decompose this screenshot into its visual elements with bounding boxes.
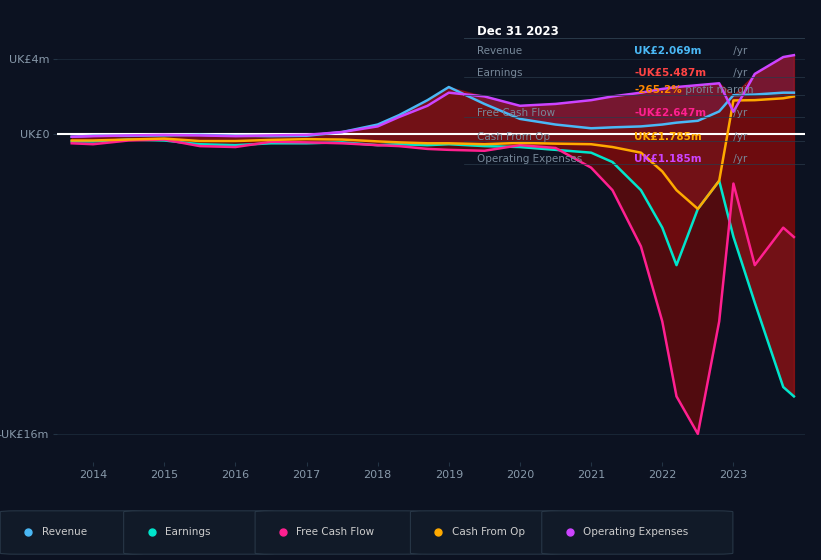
Text: Revenue: Revenue [478, 45, 523, 55]
Text: -265.2%: -265.2% [635, 86, 682, 95]
FancyBboxPatch shape [542, 511, 733, 554]
Text: Operating Expenses: Operating Expenses [583, 527, 689, 537]
Text: Earnings: Earnings [165, 527, 211, 537]
Text: profit margin: profit margin [682, 86, 754, 95]
FancyBboxPatch shape [0, 511, 144, 554]
Text: Cash From Op: Cash From Op [452, 527, 525, 537]
Text: UK£1.185m: UK£1.185m [635, 154, 702, 164]
Text: Cash From Op: Cash From Op [478, 132, 551, 142]
Text: Operating Expenses: Operating Expenses [478, 154, 583, 164]
Text: UK£2.069m: UK£2.069m [635, 45, 702, 55]
Text: Free Cash Flow: Free Cash Flow [478, 108, 556, 118]
Text: -UK£2.647m: -UK£2.647m [635, 108, 706, 118]
Text: /yr: /yr [730, 154, 747, 164]
Text: /yr: /yr [730, 108, 747, 118]
Text: /yr: /yr [730, 68, 747, 78]
Text: Revenue: Revenue [42, 527, 87, 537]
Text: /yr: /yr [730, 132, 747, 142]
Text: Free Cash Flow: Free Cash Flow [296, 527, 374, 537]
Text: Dec 31 2023: Dec 31 2023 [478, 25, 559, 38]
Text: /yr: /yr [730, 45, 747, 55]
FancyBboxPatch shape [124, 511, 275, 554]
Text: Earnings: Earnings [478, 68, 523, 78]
FancyBboxPatch shape [255, 511, 422, 554]
Text: UK£1.785m: UK£1.785m [635, 132, 702, 142]
Text: -UK£5.487m: -UK£5.487m [635, 68, 706, 78]
FancyBboxPatch shape [410, 511, 562, 554]
